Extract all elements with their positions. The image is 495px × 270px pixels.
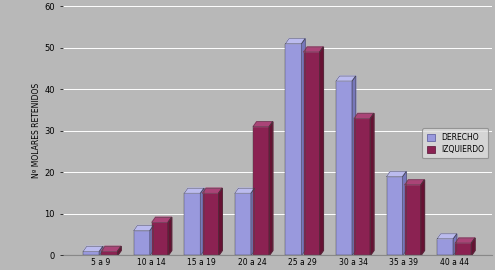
- Bar: [455, 243, 472, 255]
- Polygon shape: [352, 76, 356, 255]
- Bar: [437, 239, 453, 255]
- Bar: [303, 52, 320, 255]
- Bar: [405, 185, 421, 255]
- Polygon shape: [455, 238, 475, 243]
- Polygon shape: [405, 180, 425, 185]
- Bar: [101, 251, 118, 255]
- Polygon shape: [253, 122, 273, 127]
- Polygon shape: [168, 217, 172, 255]
- Polygon shape: [403, 171, 406, 255]
- Polygon shape: [251, 188, 254, 255]
- Bar: [253, 127, 269, 255]
- Polygon shape: [200, 188, 204, 255]
- Legend: DERECHO, IZQUIERDO: DERECHO, IZQUIERDO: [423, 128, 489, 158]
- Y-axis label: Nº MOLARES RETENIDOS: Nº MOLARES RETENIDOS: [33, 83, 42, 178]
- Bar: [336, 81, 352, 255]
- Polygon shape: [286, 39, 305, 44]
- Polygon shape: [83, 246, 103, 251]
- Polygon shape: [387, 171, 406, 177]
- Polygon shape: [301, 39, 305, 255]
- Polygon shape: [134, 225, 153, 231]
- Polygon shape: [99, 246, 103, 255]
- Bar: [134, 231, 150, 255]
- Polygon shape: [101, 246, 121, 251]
- Bar: [235, 193, 251, 255]
- Bar: [202, 193, 219, 255]
- Polygon shape: [320, 47, 323, 255]
- Polygon shape: [235, 188, 254, 193]
- Polygon shape: [219, 188, 222, 255]
- Polygon shape: [354, 113, 374, 119]
- Bar: [354, 119, 370, 255]
- Polygon shape: [303, 47, 323, 52]
- Bar: [83, 251, 99, 255]
- Bar: [184, 193, 200, 255]
- Polygon shape: [152, 217, 172, 222]
- Bar: [152, 222, 168, 255]
- Polygon shape: [421, 180, 425, 255]
- Polygon shape: [118, 246, 121, 255]
- Polygon shape: [150, 225, 153, 255]
- Bar: [286, 44, 301, 255]
- Polygon shape: [269, 122, 273, 255]
- Polygon shape: [437, 234, 457, 239]
- Polygon shape: [453, 234, 457, 255]
- Polygon shape: [472, 238, 475, 255]
- Polygon shape: [202, 188, 222, 193]
- Polygon shape: [184, 188, 204, 193]
- Bar: [387, 177, 403, 255]
- Polygon shape: [336, 76, 356, 81]
- Polygon shape: [370, 113, 374, 255]
